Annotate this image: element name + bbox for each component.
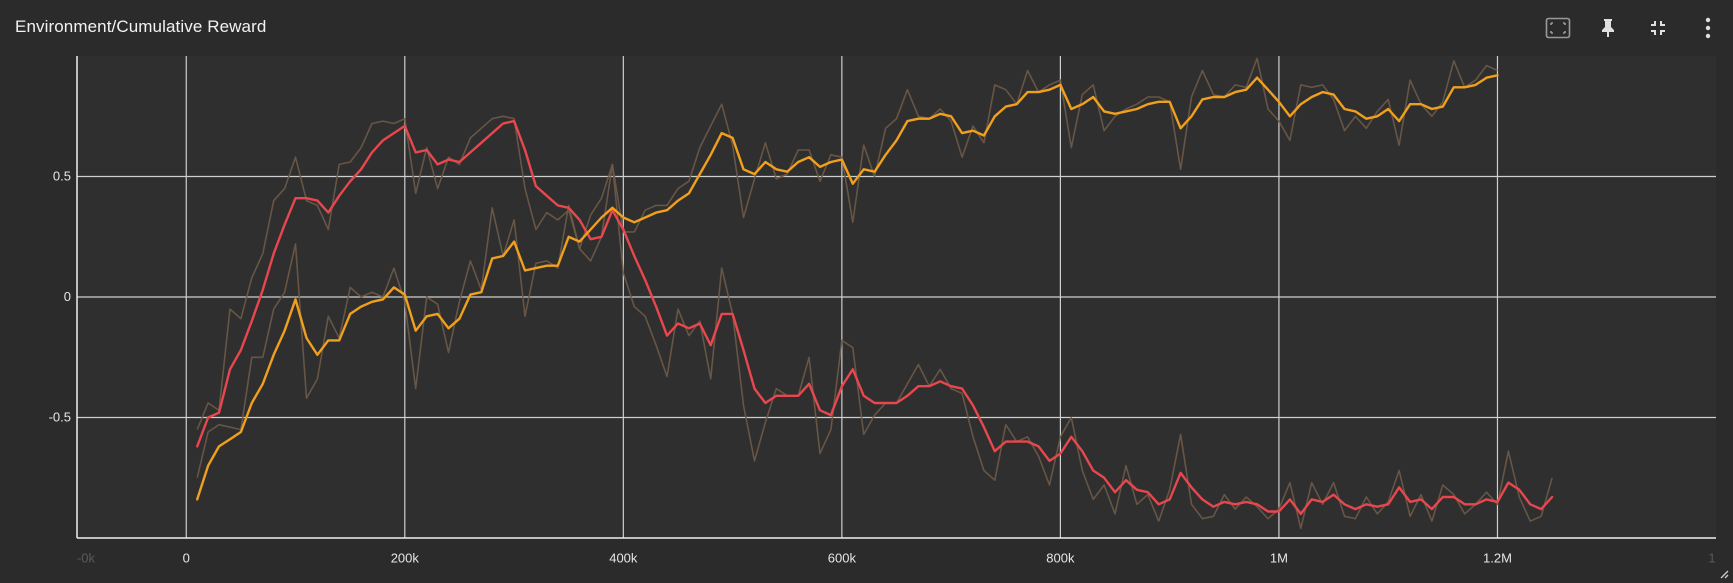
y-tick-label: 0.5 [53, 169, 71, 184]
line-chart[interactable]: 0 200k 400k 600k 800k 1M 1.2M -0k 1 -0.5 0 0.5 [0, 56, 1733, 583]
pin-button[interactable] [1583, 10, 1633, 46]
more-vertical-icon [1705, 17, 1711, 39]
x-tick-label: 1.2M [1483, 551, 1512, 566]
more-menu-button[interactable] [1683, 10, 1733, 46]
x-tick-label: 400k [609, 551, 638, 566]
x-tick-label: 200k [391, 551, 420, 566]
x-tick-label: 0 [183, 551, 190, 566]
card-header: Environment/Cumulative Reward [0, 0, 1733, 56]
pin-icon [1602, 19, 1614, 37]
fit-domain-button[interactable] [1533, 10, 1583, 46]
y-tick-label: -0.5 [49, 410, 71, 425]
resize-handle-icon[interactable] [1717, 567, 1729, 579]
chart-area[interactable]: 0 200k 400k 600k 800k 1M 1.2M -0k 1 -0.5 0 0.5 [0, 56, 1733, 583]
fit-to-screen-icon [1545, 17, 1571, 39]
collapse-button[interactable] [1633, 10, 1683, 46]
card-toolbar [1533, 10, 1733, 46]
x-tick-label: 600k [828, 551, 857, 566]
x-tick-label: 800k [1046, 551, 1075, 566]
series-1-line [195, 119, 1554, 516]
series-2-raw-line [196, 57, 1498, 478]
collapse-icon [1651, 21, 1665, 35]
x-tick-label: 1M [1270, 551, 1288, 566]
x-edge-label-left: -0k [77, 551, 96, 566]
card-title: Environment/Cumulative Reward [15, 17, 267, 36]
series-1-raw-line [196, 115, 1553, 530]
series-2-line [195, 74, 1499, 501]
x-edge-label-right: 1 [1708, 551, 1715, 566]
y-tick-label: 0 [64, 289, 71, 304]
